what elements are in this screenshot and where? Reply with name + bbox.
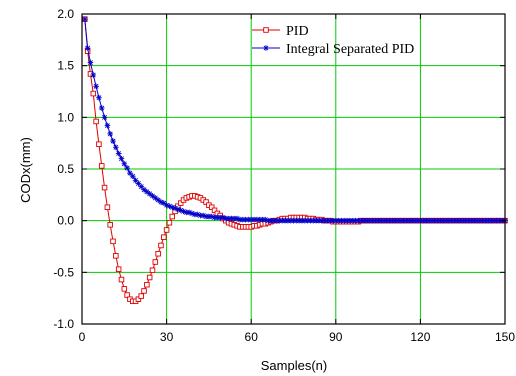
x-tick-label: 60 — [245, 330, 259, 344]
data-point — [152, 195, 159, 201]
data-point — [158, 242, 164, 249]
data-point — [104, 122, 111, 129]
series-line — [84, 19, 505, 302]
x-tick-label: 30 — [160, 330, 174, 344]
data-point — [135, 296, 142, 302]
data-point — [149, 193, 156, 199]
data-point — [121, 286, 128, 292]
data-point — [211, 207, 218, 214]
series-pid — [82, 16, 508, 305]
data-point — [121, 161, 128, 167]
grid — [82, 14, 505, 324]
series-layer — [82, 16, 508, 305]
data-point — [141, 288, 147, 294]
y-tick-label: 1.0 — [57, 110, 74, 124]
data-point — [144, 281, 150, 288]
data-point — [98, 105, 105, 111]
data-point — [107, 131, 113, 137]
data-point — [169, 213, 175, 220]
data-point — [113, 253, 119, 259]
legend-item: PID — [252, 24, 309, 39]
data-point — [138, 183, 145, 190]
data-point — [101, 114, 108, 121]
legend: PID Integral Separated PID — [252, 24, 414, 57]
data-point — [138, 293, 144, 299]
data-point — [84, 45, 91, 51]
data-point — [135, 180, 142, 187]
y-tick-label: 2.0 — [57, 7, 74, 21]
data-point — [101, 184, 108, 191]
data-point — [93, 83, 99, 90]
data-point — [155, 197, 161, 203]
data-point — [98, 163, 105, 169]
y-tick-label: -1.0 — [53, 317, 74, 331]
legend-label: PID — [286, 24, 309, 39]
legend-marker — [263, 27, 269, 33]
data-point — [163, 227, 170, 233]
data-point — [129, 173, 136, 180]
x-tick-label: 0 — [79, 330, 86, 344]
data-point — [161, 234, 167, 240]
data-point — [155, 250, 161, 257]
series-integral-separated-pid — [82, 16, 508, 224]
data-point — [107, 222, 113, 228]
data-point — [82, 16, 88, 22]
data-point — [141, 186, 147, 193]
data-point — [115, 150, 122, 157]
x-tick-label: 120 — [410, 330, 430, 344]
x-tick-label: 150 — [495, 330, 515, 344]
data-point — [146, 191, 153, 197]
data-point — [203, 199, 209, 205]
data-point — [152, 259, 159, 265]
data-point — [90, 72, 97, 78]
data-point — [110, 238, 116, 245]
data-point — [96, 94, 102, 101]
data-point — [208, 204, 215, 210]
data-point — [124, 165, 130, 171]
y-tick-label: 0.5 — [57, 162, 74, 176]
data-point — [104, 204, 111, 210]
data-point — [93, 118, 99, 125]
y-tick-label: -0.5 — [53, 265, 74, 279]
data-point — [87, 59, 94, 66]
legend-marker — [263, 45, 269, 51]
axis-ticks: 0 30 60 90 120 150 -1.0 -0.5 0.0 0.5 1.0 1.5 2.0 — [53, 7, 515, 344]
data-point — [124, 292, 130, 298]
legend-label: Integral Separated PID — [286, 42, 414, 57]
data-point — [158, 199, 164, 205]
data-point — [118, 155, 125, 162]
data-point — [380, 217, 387, 224]
y-axis-title: CODx(mm) — [18, 137, 33, 203]
data-point — [127, 170, 133, 176]
x-tick-label: 90 — [329, 330, 343, 344]
data-point — [166, 219, 173, 226]
data-point — [113, 144, 119, 151]
data-point — [115, 266, 122, 272]
data-point — [96, 141, 102, 147]
data-point — [118, 276, 125, 283]
y-tick-label: 0.0 — [57, 214, 74, 228]
data-point — [177, 200, 184, 206]
x-axis-title: Samples(n) — [261, 358, 327, 373]
y-tick-label: 1.5 — [57, 59, 74, 73]
data-point — [90, 90, 97, 97]
legend-item: Integral Separated PID — [252, 42, 414, 57]
data-point — [110, 138, 116, 144]
data-point — [146, 274, 153, 281]
data-point — [149, 267, 156, 274]
data-point — [144, 188, 150, 195]
data-point — [160, 200, 167, 206]
